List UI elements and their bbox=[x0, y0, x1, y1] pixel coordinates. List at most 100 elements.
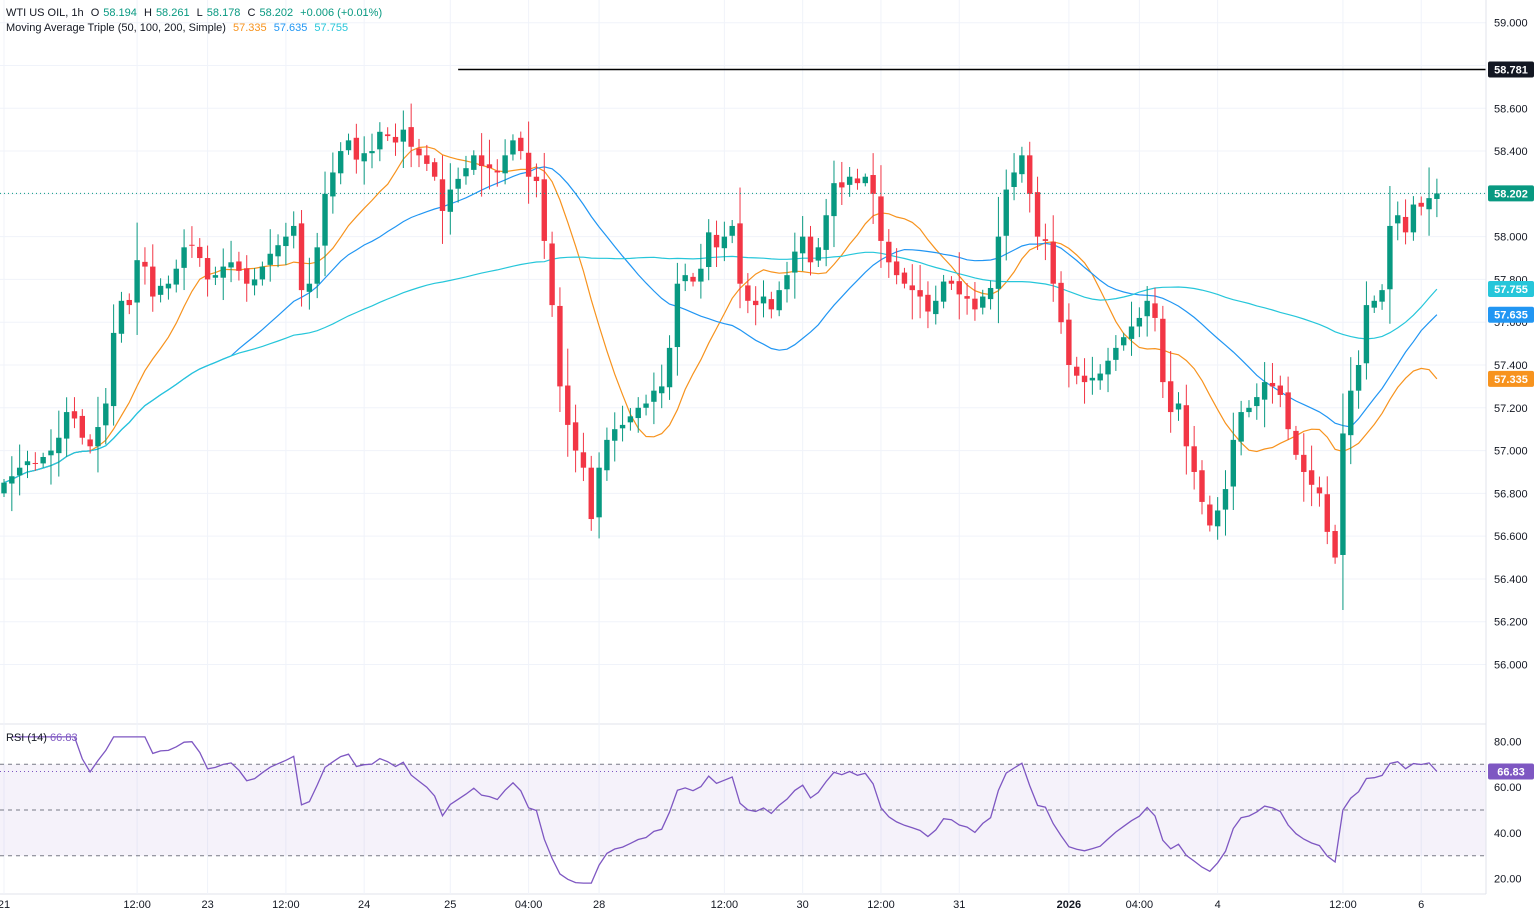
candle-body bbox=[9, 476, 15, 484]
candle-body bbox=[1363, 305, 1370, 364]
time-tick-label: 21 bbox=[0, 899, 10, 911]
candle-body bbox=[870, 175, 876, 194]
time-axis[interactable]: 21 12:00 23 12:00 24 25 04:00 28 12:00 30 12:00 31 2… bbox=[0, 899, 1424, 911]
candle-body bbox=[275, 245, 281, 257]
candle-body bbox=[267, 253, 273, 265]
candle-body bbox=[533, 176, 540, 182]
candle-body bbox=[1426, 198, 1432, 210]
ma50-price-tag: 57.335 bbox=[1494, 374, 1528, 386]
candle-body bbox=[987, 287, 994, 300]
candle-body bbox=[424, 155, 430, 164]
candle-body bbox=[1379, 290, 1385, 302]
candle-body bbox=[1089, 377, 1096, 381]
candle-body bbox=[32, 462, 39, 464]
candle-body bbox=[56, 437, 62, 454]
candle-body bbox=[1387, 225, 1393, 290]
candle-body bbox=[1066, 319, 1072, 365]
candle-body bbox=[627, 416, 634, 423]
candle-body bbox=[588, 467, 594, 520]
price-tick-label: 56.200 bbox=[1494, 617, 1528, 629]
candle-body bbox=[118, 300, 125, 334]
candle-body bbox=[1003, 189, 1009, 236]
candlesticks bbox=[1, 103, 1440, 610]
candle-body bbox=[24, 461, 31, 466]
candle-body bbox=[63, 412, 70, 439]
candle-body bbox=[298, 223, 305, 291]
candle-body bbox=[1222, 489, 1229, 510]
candle-body bbox=[729, 225, 735, 236]
candle-body bbox=[361, 153, 367, 162]
candle-body bbox=[1238, 412, 1244, 442]
ma50-price-tag-bg bbox=[1488, 370, 1534, 387]
low-value: 58.178 bbox=[206, 7, 241, 19]
time-tick-label: 04:00 bbox=[1126, 899, 1154, 911]
ma100-price-tag: 57.635 bbox=[1494, 310, 1528, 322]
candle-body bbox=[948, 280, 955, 284]
candle-body bbox=[1246, 407, 1252, 413]
high-label: H bbox=[143, 7, 152, 19]
candle-body bbox=[1332, 531, 1338, 558]
time-tick-label: 24 bbox=[358, 899, 370, 911]
open-value: 58.194 bbox=[103, 7, 137, 19]
candle-body bbox=[557, 305, 563, 387]
candle-body bbox=[322, 193, 328, 246]
candle-body bbox=[220, 266, 226, 278]
close-label: C bbox=[247, 7, 256, 19]
candle-body bbox=[181, 247, 187, 268]
ma100-line bbox=[3, 166, 1438, 484]
candle-body bbox=[1128, 326, 1135, 339]
candle-body bbox=[635, 407, 641, 419]
candle-body bbox=[1191, 446, 1197, 472]
candle-body bbox=[572, 422, 579, 451]
candle-body bbox=[510, 140, 516, 155]
time-tick-label: 30 bbox=[797, 899, 809, 911]
time-tick-label: 12:00 bbox=[867, 899, 895, 911]
candle-body bbox=[110, 332, 117, 407]
ma100-price-tag-bg bbox=[1488, 306, 1534, 323]
candle-body bbox=[690, 276, 696, 282]
candle-body bbox=[1011, 172, 1017, 188]
rsi-tick-label: 20.00 bbox=[1494, 874, 1522, 886]
candle-body bbox=[283, 236, 289, 247]
candle-body bbox=[1340, 433, 1346, 555]
candle-body bbox=[16, 467, 23, 476]
candle-body bbox=[1167, 381, 1174, 413]
candle-body bbox=[478, 155, 485, 167]
candle-body bbox=[1308, 470, 1315, 485]
time-tick-label: 12:00 bbox=[711, 899, 739, 911]
candle-body bbox=[1402, 216, 1409, 233]
resistance-price-tag-bg bbox=[1488, 61, 1534, 78]
candle-body bbox=[1113, 347, 1119, 360]
candle-body bbox=[1269, 382, 1276, 387]
time-tick-label: 2026 bbox=[1057, 899, 1081, 911]
candle-body bbox=[964, 296, 970, 299]
candle-body bbox=[651, 390, 657, 402]
candle-body bbox=[1120, 337, 1127, 346]
candle-body bbox=[447, 189, 454, 212]
candle-body bbox=[173, 268, 179, 285]
candle-body bbox=[886, 241, 892, 263]
price-tick-label: 56.000 bbox=[1494, 660, 1528, 672]
candle-body bbox=[463, 168, 469, 177]
ma200-price-tag: 57.755 bbox=[1494, 284, 1528, 296]
candle-body bbox=[134, 260, 140, 303]
candle-body bbox=[1042, 239, 1049, 241]
candle-body bbox=[666, 347, 673, 388]
price-tick-label: 58.000 bbox=[1494, 232, 1528, 244]
candle-body bbox=[565, 385, 571, 425]
price-axis[interactable]: 59.00058.80058.60058.40058.20058.00057.8… bbox=[1485, 0, 1536, 916]
candle-body bbox=[807, 236, 814, 263]
candle-body bbox=[400, 129, 407, 142]
candle-body bbox=[784, 275, 790, 290]
candle-body bbox=[165, 283, 172, 289]
candle-body bbox=[940, 281, 947, 302]
candle-body bbox=[471, 155, 477, 170]
candle-body bbox=[925, 294, 931, 312]
time-tick-label: 23 bbox=[201, 899, 213, 911]
candle-body bbox=[1418, 202, 1424, 207]
grid-lines bbox=[0, 0, 1536, 895]
candle-body bbox=[228, 262, 234, 268]
candle-body bbox=[1074, 366, 1080, 376]
candle-body bbox=[752, 300, 759, 306]
